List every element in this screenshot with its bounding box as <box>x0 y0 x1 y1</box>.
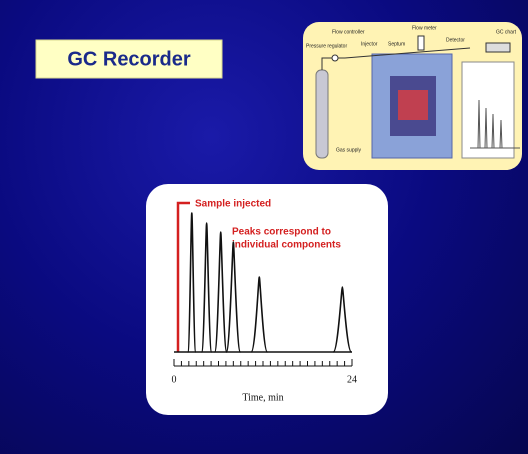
diagram-label: Pressure regulator <box>306 43 347 49</box>
diagram-label: Flow controller <box>332 29 365 35</box>
diagram-label: Injector <box>361 41 378 47</box>
gc-diagram: Flow controller Pressure regulator Injec… <box>303 22 522 170</box>
slide-title: GC Recorder <box>67 48 191 70</box>
diagram-label: GC chart <box>496 29 517 35</box>
column-coil <box>398 90 428 120</box>
gc-chart <box>462 62 514 158</box>
diagram-label: Detector <box>446 37 465 43</box>
valve <box>332 55 338 61</box>
x-tick-label: 0 <box>172 374 177 385</box>
diagram-label: Flow meter <box>412 25 437 31</box>
annotation: Sample injected <box>195 199 271 210</box>
x-axis-label: Time, min <box>242 392 283 403</box>
annotation: Peaks correspond to <box>232 227 331 238</box>
slide: GC Recorder Flow controller Pressure reg… <box>0 0 528 454</box>
gas-cylinder <box>316 70 328 158</box>
slide-canvas: GC Recorder Flow controller Pressure reg… <box>0 0 528 454</box>
chart-recorder <box>486 43 510 52</box>
flow-meter <box>418 36 424 50</box>
annotation: individual components <box>232 240 341 251</box>
diagram-label: Septum <box>388 41 405 47</box>
diagram-label: Gas supply <box>336 147 362 153</box>
x-tick-label: 24 <box>347 374 357 385</box>
